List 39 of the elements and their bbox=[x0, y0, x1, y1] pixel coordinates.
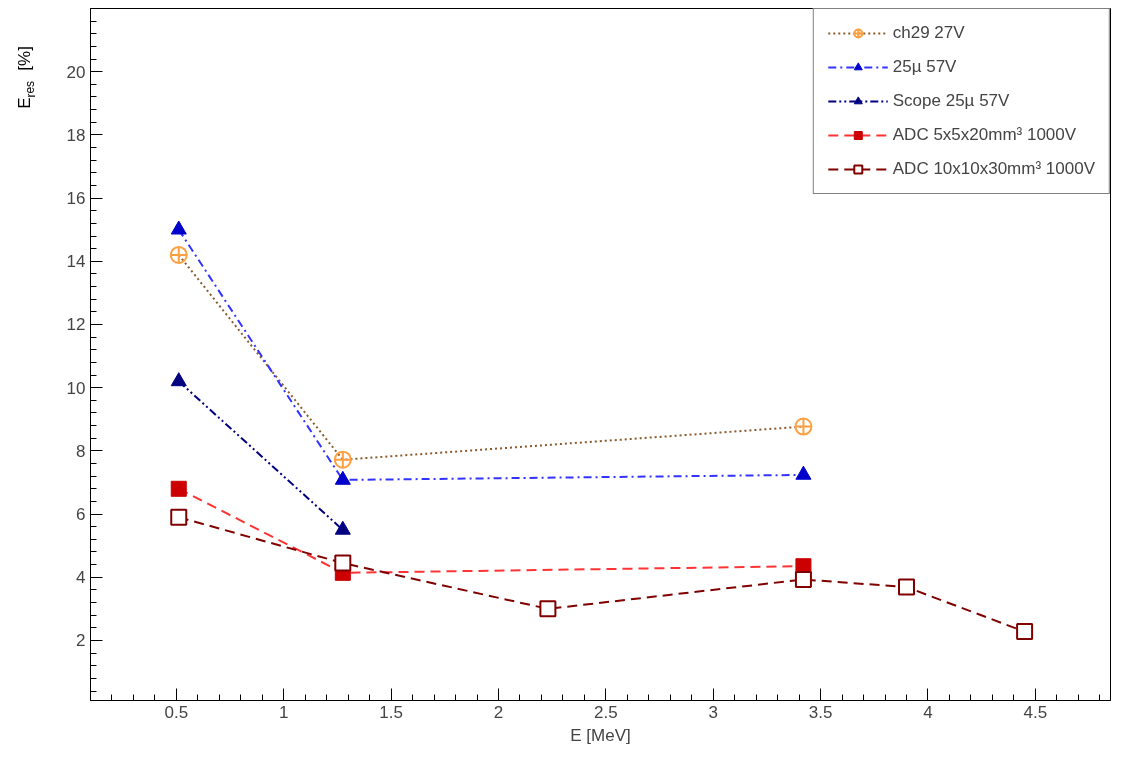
legend-label: 25µ 57V bbox=[892, 57, 957, 77]
point bbox=[1016, 623, 1034, 641]
x-tick-label: 2 bbox=[493, 702, 504, 722]
legend-label: ch29 27V bbox=[892, 23, 965, 43]
y-tick-label: 10 bbox=[66, 378, 86, 398]
y-tick-label: 12 bbox=[66, 315, 86, 335]
point bbox=[334, 470, 351, 485]
point bbox=[169, 245, 188, 264]
point bbox=[898, 578, 915, 596]
x-tick-label: 3 bbox=[708, 702, 718, 722]
point bbox=[334, 554, 352, 572]
point bbox=[794, 570, 812, 588]
legend-label: Scope 25µ 57V bbox=[892, 91, 1010, 111]
point bbox=[170, 480, 187, 497]
point bbox=[170, 508, 188, 526]
y-axis-title: Eres [%] bbox=[15, 46, 38, 109]
y-tick-label: 14 bbox=[66, 252, 86, 272]
point bbox=[795, 465, 812, 480]
legend-label: ADC 10x10x30mm³ 1000V bbox=[892, 159, 1095, 179]
x-tick-label: 3.5 bbox=[808, 702, 833, 722]
point bbox=[794, 417, 813, 436]
x-tick-label: 4 bbox=[923, 702, 933, 722]
y-tick-label: 18 bbox=[66, 125, 86, 145]
y-tick-label: 2 bbox=[76, 631, 86, 651]
y-tick-label: 20 bbox=[66, 62, 86, 82]
x-tick-label: 2.5 bbox=[594, 702, 618, 722]
x-tick-label: 1 bbox=[279, 702, 289, 722]
y-tick-label: 4 bbox=[76, 568, 86, 588]
y-tick-label: 6 bbox=[76, 505, 86, 525]
x-tick-label: 1.5 bbox=[379, 702, 403, 722]
y-tick-label: 16 bbox=[66, 189, 86, 209]
x-axis-title: E [MeV] bbox=[570, 725, 631, 745]
point bbox=[333, 450, 352, 469]
y-tick-label: 8 bbox=[76, 441, 86, 461]
legend-label: ADC 5x5x20mm³ 1000V bbox=[892, 125, 1077, 145]
point bbox=[170, 220, 187, 235]
point bbox=[539, 600, 557, 618]
x-tick-label: 4.5 bbox=[1023, 702, 1048, 722]
x-tick-label: 0.5 bbox=[164, 702, 189, 722]
